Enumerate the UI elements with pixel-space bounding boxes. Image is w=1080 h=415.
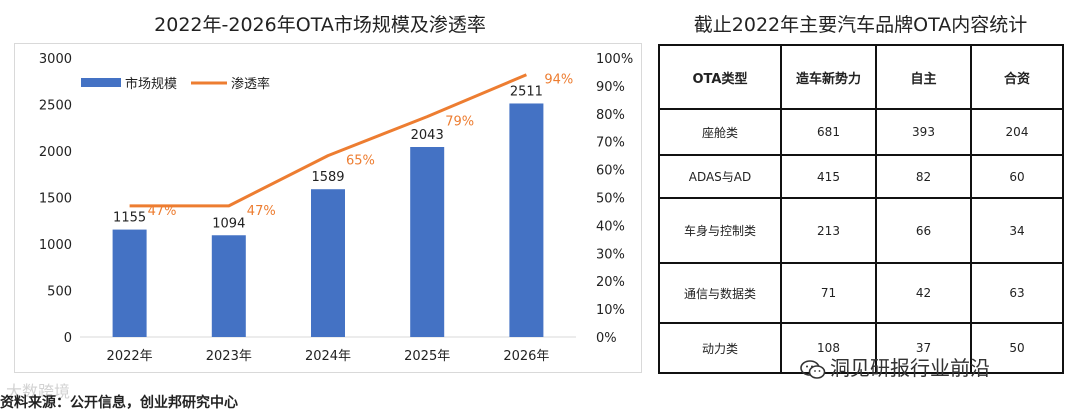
rate-label: 47% (247, 204, 276, 219)
rate-label: 94% (544, 73, 573, 88)
chart-title: 2022年-2026年OTA市场规模及渗透率 (154, 14, 486, 36)
legend-bar-swatch (81, 78, 121, 87)
bar (311, 189, 345, 337)
cell-value: 34 (970, 197, 1064, 264)
x-tick-label: 2024年 (305, 349, 351, 364)
cell-value: 71 (780, 262, 877, 324)
row-label: ADAS与AD (658, 154, 782, 199)
bar (509, 103, 544, 337)
y2-tick-label: 20% (596, 275, 625, 290)
y-tick-label: 1500 (39, 192, 72, 207)
x-tick-label: 2023年 (206, 349, 252, 364)
x-tick-label: 2022年 (107, 349, 153, 364)
y-tick-label: 0 (64, 331, 72, 346)
wechat-icon (800, 359, 826, 379)
header-ota-type: OTA类型 (658, 44, 782, 110)
bar (211, 235, 246, 337)
bar-value-label: 2511 (510, 84, 543, 99)
cell-value: 213 (780, 197, 877, 264)
rate-line (129, 73, 527, 208)
legend-bar-label: 市场规模 (125, 76, 177, 92)
table-row: 座舱类 681 393 204 (658, 108, 1064, 156)
cell-value: 415 (780, 154, 877, 199)
cell-value: 66 (875, 197, 972, 264)
y2-tick-label: 50% (596, 192, 625, 207)
y2-tick-label: 60% (596, 164, 625, 179)
header-domestic: 自主 (875, 44, 972, 110)
bar-value-label: 1155 (113, 211, 146, 226)
table-header-row: OTA类型 造车新势力 自主 合资 (658, 44, 1064, 110)
header-new-forces: 造车新势力 (780, 44, 877, 110)
source-note: 资料来源：公开信息，创业邦研究中心 (0, 395, 238, 411)
row-label: 通信与数据类 (658, 262, 782, 324)
bar (410, 147, 445, 337)
header-joint-venture: 合资 (970, 44, 1064, 110)
table-row: 通信与数据类 71 42 63 (658, 262, 1064, 324)
table-row: ADAS与AD 415 82 60 (658, 154, 1064, 199)
x-tick-label: 2025年 (404, 349, 450, 364)
x-tick-label: 2026年 (503, 349, 549, 364)
bar-value-label: 1589 (311, 170, 344, 185)
y2-tick-label: 0% (596, 331, 617, 346)
y2-tick-label: 70% (596, 136, 625, 151)
cell-value: 50 (970, 322, 1064, 374)
bar-value-label: 2043 (411, 128, 444, 143)
table-row: 车身与控制类 213 66 34 (658, 197, 1064, 264)
watermark-right: 洞见研报行业前沿 (800, 352, 990, 381)
y2-tick-label: 90% (596, 80, 625, 95)
cell-value: 393 (875, 108, 972, 156)
legend-line-label: 渗透率 (231, 76, 270, 92)
cell-value: 108 (780, 322, 877, 374)
y-tick-label: 2000 (39, 145, 72, 160)
chart-area: 0 500 1000 1500 2000 2500 3000 0% 10% 20% 30% 40% 50… (14, 43, 642, 373)
ota-content-table: OTA类型 造车新势力 自主 合资 座舱类 681 393 204 ADAS与A… (658, 44, 1064, 374)
row-label: 动力类 (658, 322, 782, 374)
y-tick-label: 3000 (39, 52, 72, 67)
y2-tick-label: 40% (596, 219, 625, 234)
y-tick-label: 500 (47, 285, 72, 300)
cell-value: 42 (875, 262, 972, 324)
y2-tick-label: 10% (596, 303, 625, 318)
row-label: 座舱类 (658, 108, 782, 156)
cell-value: 63 (970, 262, 1064, 324)
y-tick-label: 1000 (39, 238, 72, 253)
cell-value: 37 (875, 322, 972, 374)
y2-tick-label: 100% (596, 52, 633, 67)
y-tick-label: 2500 (39, 99, 72, 114)
cell-value: 82 (875, 154, 972, 199)
cell-value: 681 (780, 108, 877, 156)
watermark-right-text: 洞见研报行业前沿 (830, 356, 990, 380)
bar (112, 229, 147, 337)
y2-tick-label: 80% (596, 108, 625, 123)
y2-tick-label: 30% (596, 247, 625, 262)
table-title: 截止2022年主要汽车品牌OTA内容统计 (693, 14, 1028, 36)
combo-chart: 0 500 1000 1500 2000 2500 3000 0% 10% 20% 30% 40% 50… (39, 52, 633, 364)
bar-value-label: 1094 (212, 216, 245, 231)
cell-value: 60 (970, 154, 1064, 199)
rate-label: 47% (148, 204, 177, 219)
cell-value: 204 (970, 108, 1064, 156)
table-row: 动力类 108 37 50 (658, 322, 1064, 374)
rate-label: 65% (346, 154, 375, 169)
row-label: 车身与控制类 (658, 197, 782, 264)
watermark-left: 大数跨境 (6, 382, 71, 401)
rate-label: 79% (445, 115, 474, 130)
